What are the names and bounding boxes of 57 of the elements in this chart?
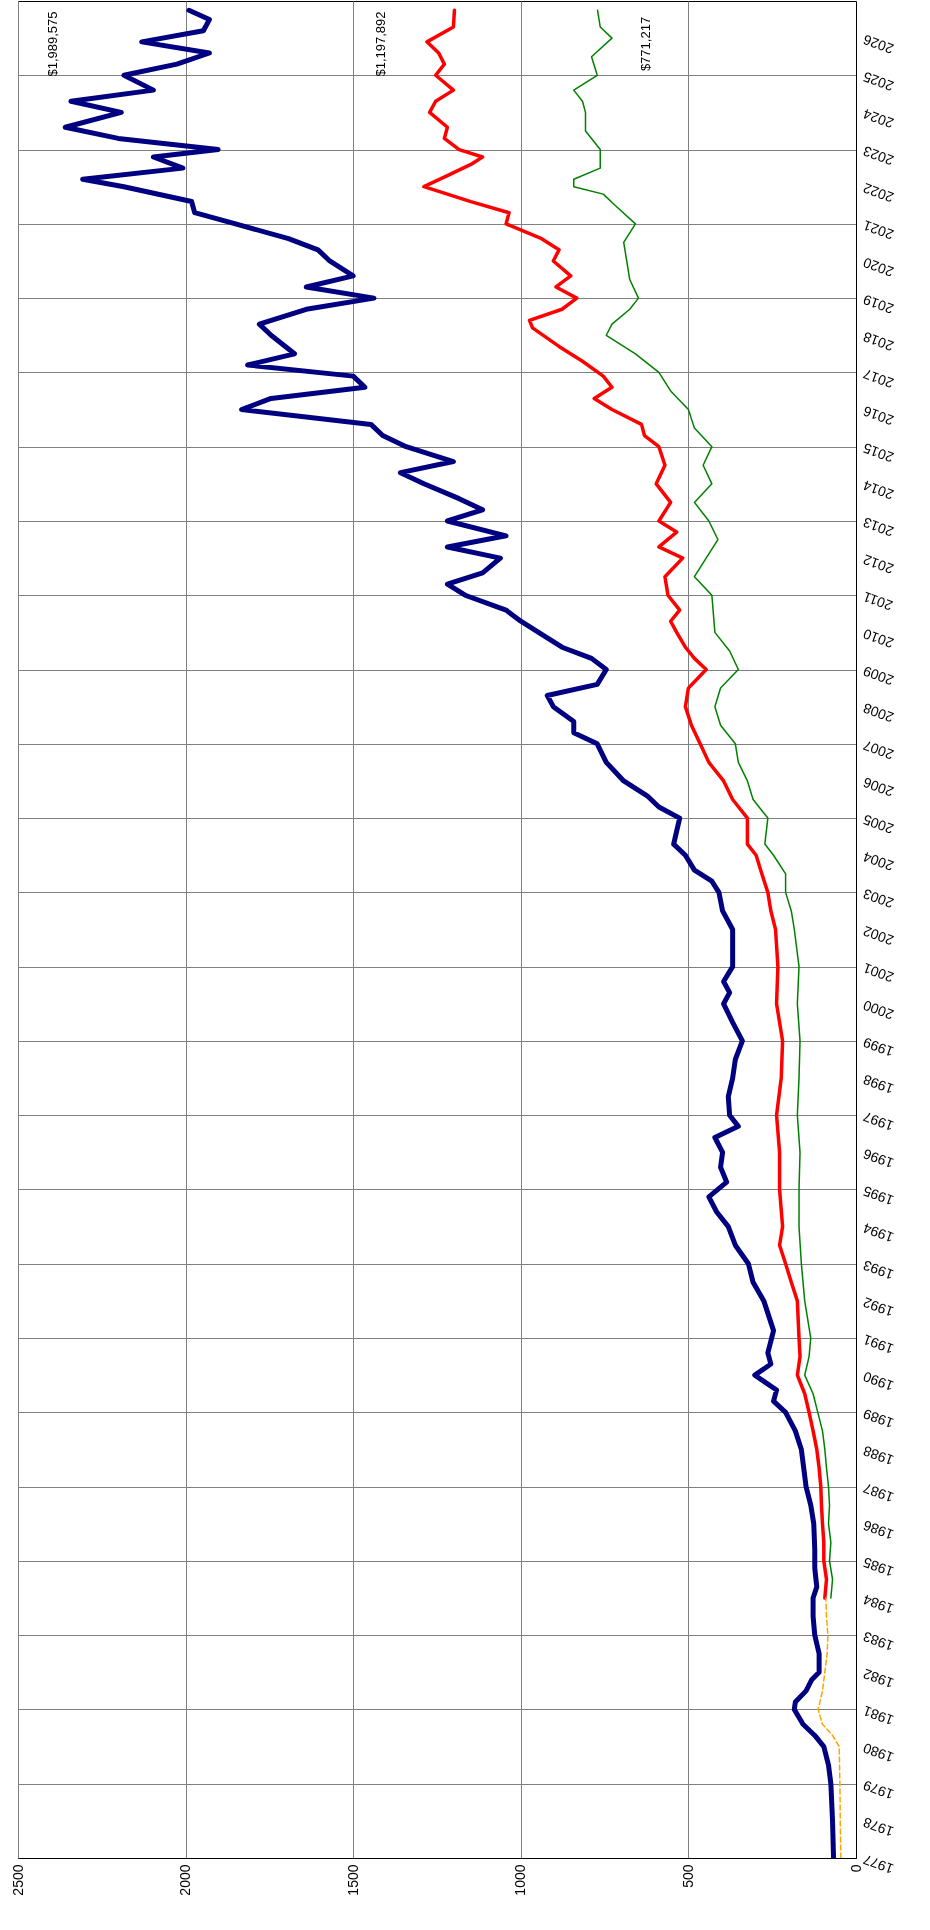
y-tick-label: 2019 [860, 291, 896, 318]
y-tick-label: 2012 [860, 551, 896, 578]
y-tick-label: 2000 [860, 997, 896, 1023]
annotation: $771,217 [637, 16, 653, 72]
y-tick-label: 2017 [860, 365, 896, 392]
y-tick-label: 2002 [860, 922, 896, 949]
y-tick-label: 2007 [860, 737, 896, 763]
x-tick-label: 2000 [177, 1864, 194, 1896]
y-tick-label: 1980 [860, 1739, 896, 1766]
y-tick-label: 1991 [860, 1331, 896, 1358]
y-tick-label: 2013 [860, 514, 896, 541]
y-tick-label: 2026 [860, 31, 896, 58]
y-tick-label: 2023 [860, 142, 896, 169]
y-tick-label: 2005 [860, 811, 896, 838]
y-tick-label: 2014 [860, 477, 896, 503]
y-tick-label: 2008 [860, 700, 896, 726]
x-tick-label: 1000 [512, 1864, 529, 1896]
y-tick-label: 1998 [860, 1071, 896, 1098]
y-tick-label: 2024 [860, 105, 896, 132]
y-tick-label: 2021 [860, 217, 896, 243]
y-tick-label: 1992 [860, 1294, 896, 1321]
y-tick-label: 1981 [860, 1702, 896, 1729]
y-tick-label: 1979 [860, 1777, 896, 1803]
y-tick-label: 1988 [860, 1442, 896, 1469]
y-tick-label: 2004 [860, 848, 896, 875]
y-tick-label: 1985 [860, 1554, 896, 1580]
x-tick-label: 1500 [344, 1864, 361, 1896]
y-tick-label: 1996 [860, 1145, 896, 1172]
y-tick-label: 1999 [860, 1034, 896, 1061]
y-tick-label: 1990 [860, 1368, 896, 1395]
y-tick-label: 1987 [860, 1479, 896, 1506]
y-tick-label: 2010 [860, 625, 896, 652]
y-tick-label: 1982 [860, 1665, 896, 1692]
annotation: $1,197,892 [373, 11, 389, 77]
y-tick-label: 1995 [860, 1182, 896, 1209]
y-tick-label: 1986 [860, 1517, 896, 1543]
y-tick-label: 1983 [860, 1628, 896, 1655]
y-tick-label: 1989 [860, 1405, 896, 1432]
y-tick-label: 1984 [860, 1591, 896, 1618]
y-tick-label: 2001 [860, 959, 896, 986]
y-tick-label: 2015 [860, 440, 896, 466]
y-tick-label: 2011 [860, 588, 895, 614]
y-tick-label: 2018 [860, 328, 896, 355]
y-tick-label: 1978 [860, 1814, 896, 1840]
y-tick-label: 1993 [860, 1257, 896, 1283]
y-tick-label: 2016 [860, 402, 896, 429]
y-tick-label: 2006 [860, 774, 896, 801]
y-tick-label: 1997 [860, 1108, 896, 1135]
y-tick-label: 2025 [860, 68, 896, 95]
y-tick-label: 2009 [860, 662, 896, 689]
y-tick-label: 2003 [860, 885, 896, 912]
x-tick-label: 500 [679, 1864, 696, 1888]
y-tick-label: 1994 [860, 1219, 896, 1246]
x-tick-label: 2500 [9, 1864, 26, 1896]
y-tick-label: 2020 [860, 254, 896, 281]
y-tick-label: 2022 [860, 180, 896, 206]
annotation: $1,989,575 [44, 11, 60, 77]
